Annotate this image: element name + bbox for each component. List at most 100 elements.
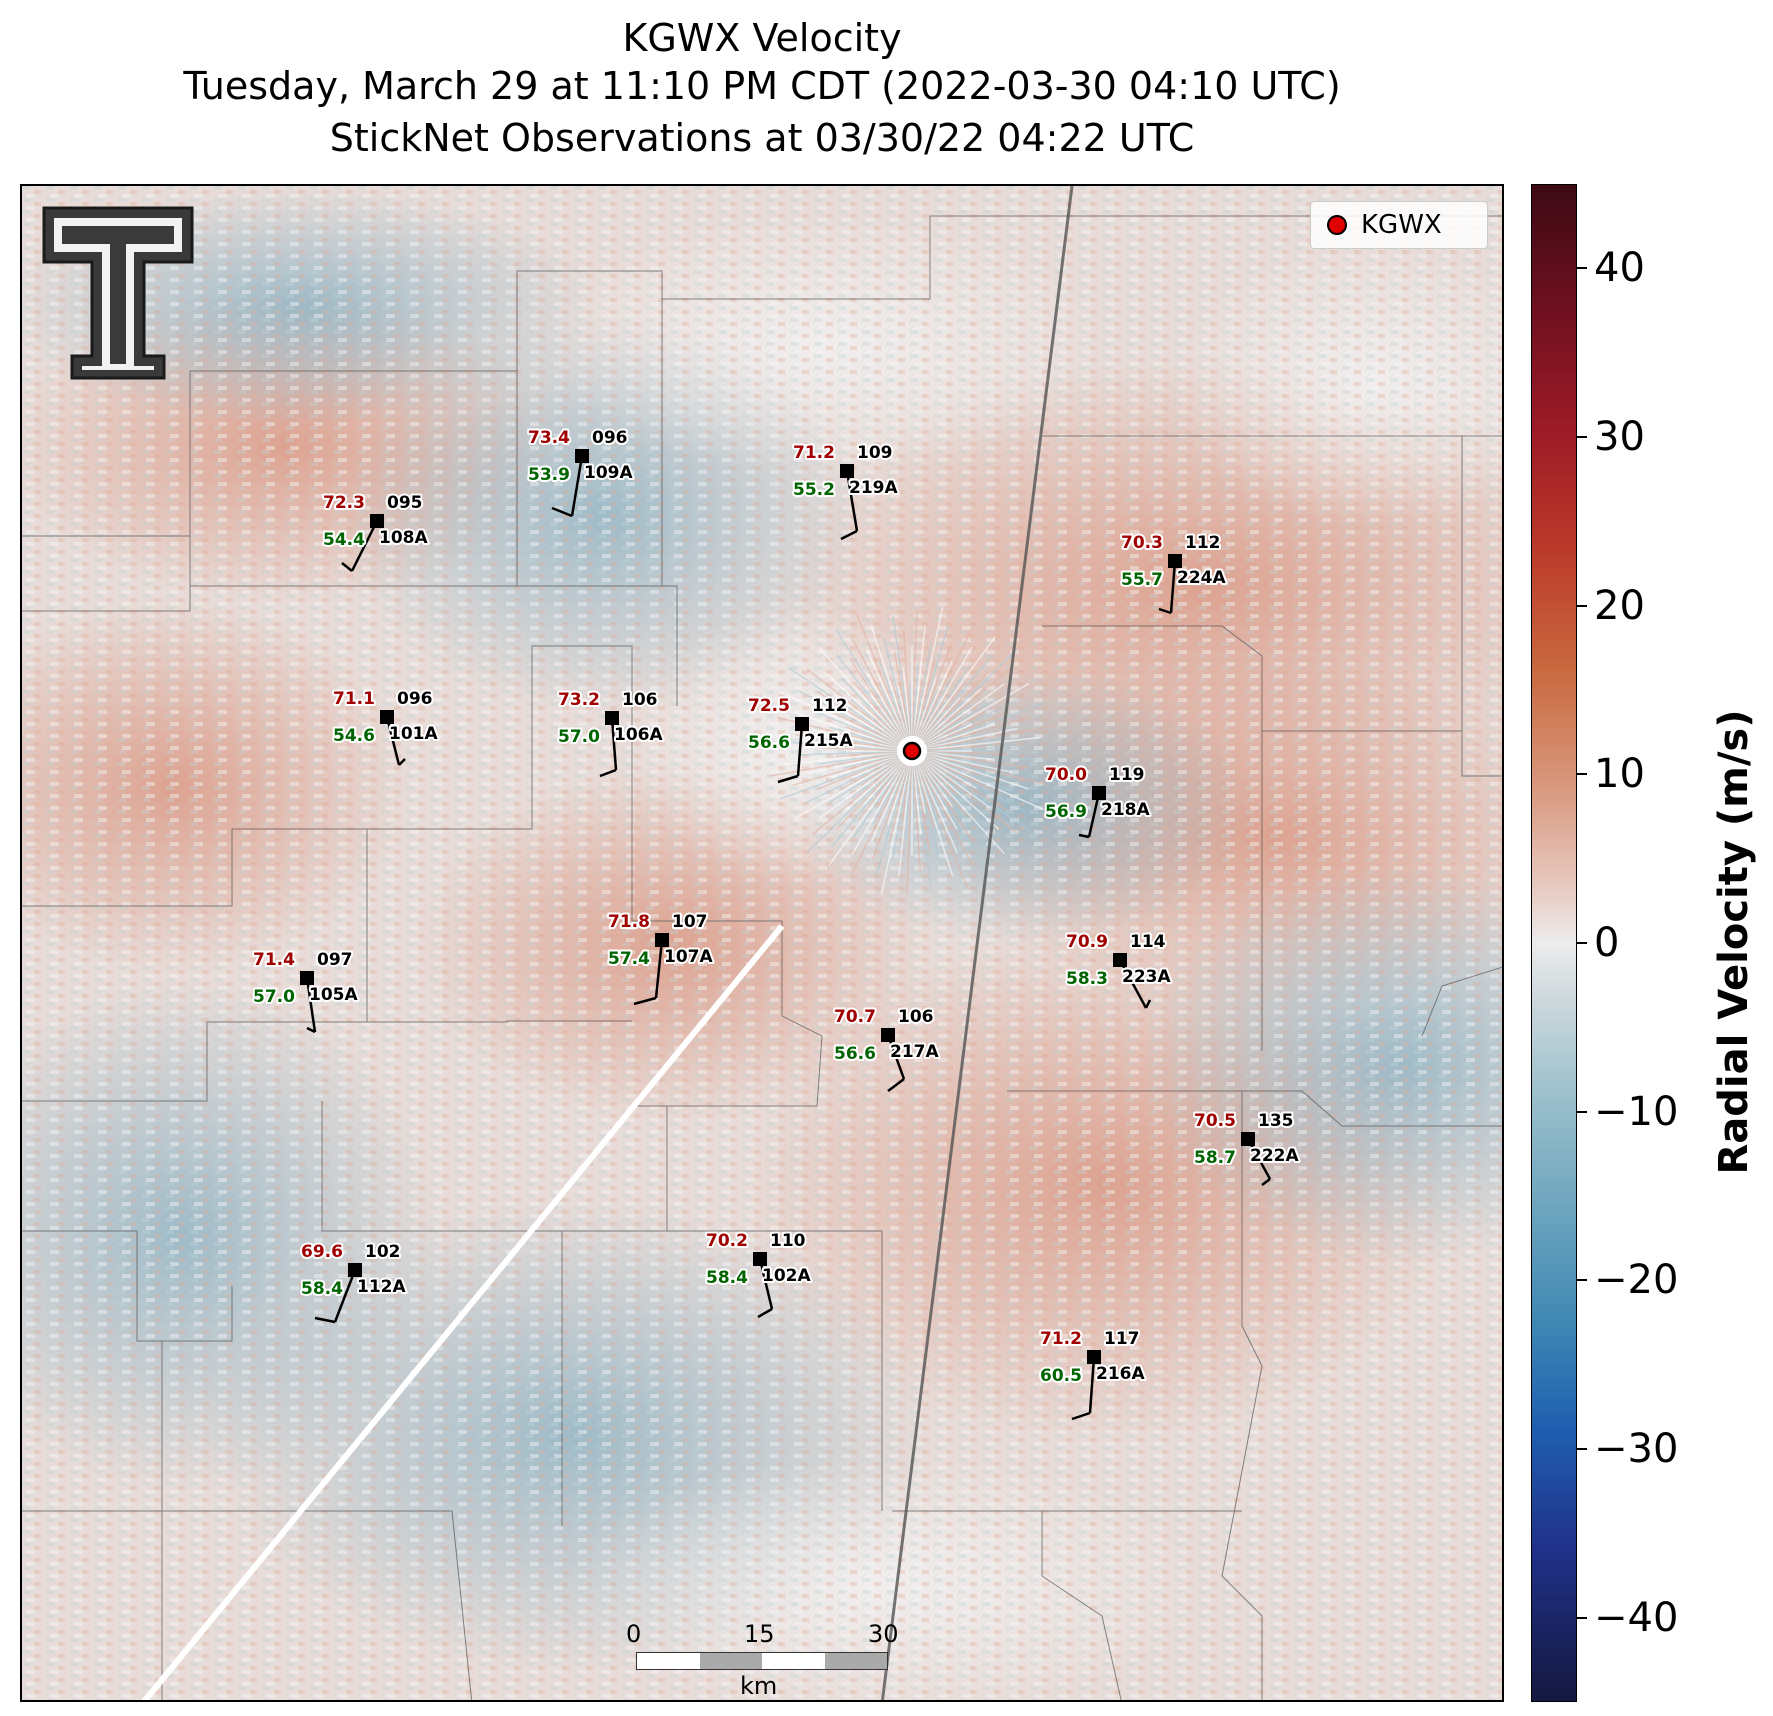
colorbar-tick-label: 40 <box>1594 245 1645 292</box>
colorbar-tick <box>1577 436 1587 438</box>
station-wind-direction: 112 <box>812 696 848 716</box>
station-marker-icon <box>881 1028 895 1042</box>
station-218A[interactable]: 70.0 119 56.9 218A <box>1043 763 1152 839</box>
wind-barb <box>1087 792 1101 838</box>
station-wind-direction: 110 <box>770 1231 806 1251</box>
radial-streak <box>769 750 913 777</box>
wind-barb <box>758 1258 774 1310</box>
station-217A[interactable]: 70.7 106 56.6 217A <box>832 1005 941 1092</box>
station-219A[interactable]: 71.2 109 55.2 219A <box>791 441 900 541</box>
station-107A[interactable]: 71.8 107 57.4 107A <box>606 910 715 1006</box>
colorbar-tick-label: −40 <box>1594 1594 1679 1641</box>
wind-barb-flag <box>551 506 573 518</box>
radial-streak <box>911 666 1013 752</box>
station-dewpoint: 55.7 <box>1121 570 1163 590</box>
station-dewpoint: 56.9 <box>1045 802 1087 822</box>
station-temperature: 71.1 <box>333 689 375 709</box>
radial-streak <box>911 736 1041 752</box>
colorbar-tick-label: −20 <box>1594 1257 1679 1304</box>
station-105A[interactable]: 71.4 097 57.0 105A <box>251 948 360 1034</box>
scale-tick-30: 30 <box>868 1620 899 1648</box>
radial-streak <box>911 750 1005 855</box>
scale-unit: km <box>740 1672 778 1700</box>
wind-barb-flag <box>840 529 858 541</box>
station-wind-direction: 106 <box>622 690 658 710</box>
station-wind-direction: 114 <box>1130 932 1166 952</box>
radar-site-marker[interactable] <box>897 736 927 766</box>
wind-barb <box>886 1034 906 1080</box>
station-215A[interactable]: 72.5 112 56.6 215A <box>746 694 855 784</box>
colorbar-tick-label: 0 <box>1594 920 1620 966</box>
wind-barb-flag <box>398 758 406 766</box>
wind-barb-flag <box>757 1307 773 1319</box>
wind-barb <box>1088 1356 1096 1414</box>
station-id: 108A <box>379 528 428 548</box>
station-marker-icon <box>380 710 394 724</box>
wind-barb <box>385 716 401 766</box>
radar-marker-icon <box>1327 215 1347 235</box>
radial-streak <box>783 750 913 766</box>
wind-barb-flag <box>777 774 799 784</box>
radial-streak <box>911 636 996 752</box>
station-marker-icon <box>370 514 384 528</box>
station-temperature: 70.7 <box>834 1007 876 1027</box>
colorbar-tick <box>1577 1448 1587 1450</box>
colorbar-tick-label: 30 <box>1594 414 1645 460</box>
colorbar-label: Radial Velocity (m/s) <box>1711 709 1757 1175</box>
station-wind-direction: 112 <box>1185 533 1221 553</box>
station-108A[interactable]: 72.3 095 54.4 108A <box>321 491 430 572</box>
velocity-field <box>22 186 1502 1700</box>
colorbar-tick <box>1577 773 1587 776</box>
station-101A[interactable]: 71.1 096 54.6 101A <box>331 687 440 766</box>
wind-barb <box>570 455 584 517</box>
station-temperature: 71.8 <box>608 912 650 932</box>
station-224A[interactable]: 70.3 112 55.7 224A <box>1119 531 1228 615</box>
wind-barb-flag <box>1144 999 1152 1009</box>
wind-barb-flag <box>599 768 617 778</box>
station-dewpoint: 56.6 <box>748 733 790 753</box>
station-id: 218A <box>1101 800 1150 820</box>
wind-barb-flag <box>306 1026 316 1034</box>
radial-streak <box>788 667 913 752</box>
radar-map[interactable]: 73.4 096 53.9 109A 71.2 109 55.2 219A 72.3 095 54.… <box>20 184 1504 1702</box>
station-marker-icon <box>655 933 669 947</box>
station-wind-direction: 096 <box>397 689 433 709</box>
station-marker-icon <box>1241 1132 1255 1146</box>
colorbar-tick <box>1577 604 1587 607</box>
station-222A[interactable]: 70.5 135 58.7 222A <box>1192 1109 1301 1186</box>
station-109A[interactable]: 73.4 096 53.9 109A <box>526 426 635 518</box>
wind-barb <box>350 520 379 572</box>
station-temperature: 73.2 <box>558 690 600 710</box>
station-dewpoint: 54.6 <box>333 726 375 746</box>
station-wind-direction: 096 <box>592 428 628 448</box>
station-223A[interactable]: 70.9 114 58.3 223A <box>1064 930 1173 1009</box>
radial-streak <box>911 750 1018 834</box>
radial-streak <box>835 629 913 752</box>
station-wind-direction: 095 <box>387 493 423 513</box>
station-wind-direction: 109 <box>857 443 893 463</box>
radial-streak <box>870 625 913 752</box>
radial-streak <box>911 607 944 752</box>
radial-streak <box>819 647 913 752</box>
station-102A[interactable]: 70.2 110 58.4 102A <box>704 1229 813 1319</box>
station-106A[interactable]: 73.2 106 57.0 106A <box>556 688 665 778</box>
station-112A[interactable]: 69.6 102 58.4 112A <box>299 1240 408 1324</box>
station-marker-icon <box>1168 554 1182 568</box>
station-dewpoint: 58.4 <box>301 1279 343 1299</box>
radial-streak <box>855 613 913 752</box>
station-temperature: 72.5 <box>748 696 790 716</box>
station-id: 107A <box>664 947 713 967</box>
station-216A[interactable]: 71.2 117 60.5 216A <box>1038 1327 1147 1421</box>
radial-streak <box>911 750 1048 786</box>
station-wind-direction: 106 <box>898 1007 934 1027</box>
wind-barb <box>305 977 317 1033</box>
station-dewpoint: 57.0 <box>253 987 295 1007</box>
wind-barb <box>654 939 664 999</box>
colorbar-tick <box>1577 267 1587 270</box>
colorbar-tick-label: 10 <box>1594 751 1645 798</box>
station-temperature: 73.4 <box>528 428 570 448</box>
station-id: 219A <box>849 478 898 498</box>
wind-barb <box>333 1269 357 1323</box>
radial-streak <box>806 750 913 853</box>
wind-barb-flag <box>633 996 657 1006</box>
